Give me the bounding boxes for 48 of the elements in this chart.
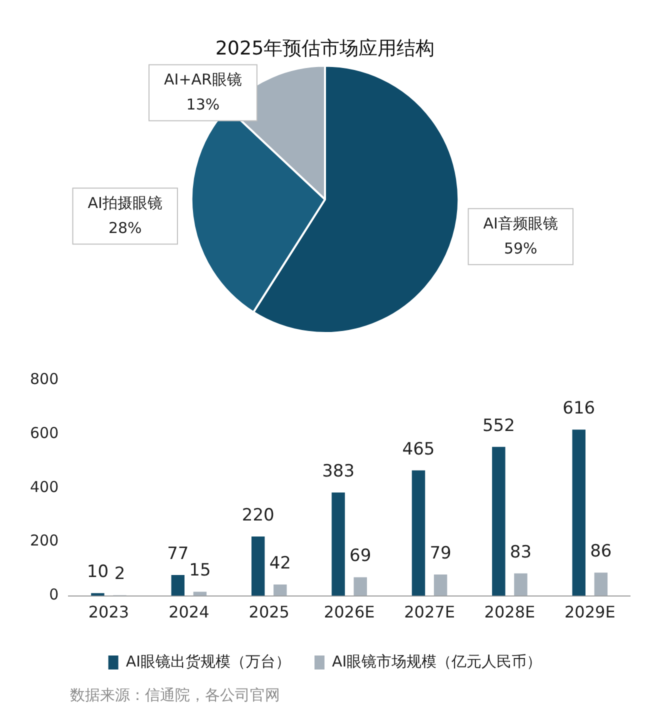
slice-label: AI音频眼镜 — [483, 214, 558, 233]
legend-label: AI眼镜市场规模（亿元人民币） — [332, 652, 542, 670]
bar — [434, 574, 448, 596]
data-label: 552 — [482, 416, 515, 436]
bar — [274, 584, 287, 596]
bar — [171, 575, 185, 596]
data-label: 13% — [186, 96, 220, 114]
x-tick-label: 2025 — [248, 602, 290, 622]
slice-label: AI+AR眼镜 — [164, 70, 242, 89]
bar — [354, 577, 367, 596]
data-label: 2 — [114, 564, 126, 584]
x-tick-label: 2028E — [484, 602, 536, 622]
chart-title: 2025年预估市场应用结构 — [215, 37, 435, 60]
data-label: 616 — [562, 398, 596, 419]
source-note: 数据来源：信通院，各公司官网 — [69, 685, 281, 705]
data-label: 465 — [402, 439, 435, 460]
x-tick-label: 2024 — [168, 602, 210, 622]
y-tick-label: 800 — [30, 370, 59, 388]
bar — [572, 430, 586, 596]
y-tick-label: 600 — [30, 424, 59, 442]
data-label: 79 — [430, 543, 452, 564]
data-label: 77 — [167, 544, 189, 564]
data-label: 28% — [108, 219, 142, 238]
data-label: 15 — [189, 560, 211, 581]
bar — [91, 593, 104, 596]
data-label: 83 — [510, 542, 532, 562]
bar — [594, 572, 608, 596]
y-tick-label: 400 — [30, 478, 59, 496]
bar — [514, 573, 528, 596]
y-tick-label: 0 — [49, 586, 59, 604]
data-label: 10 — [86, 562, 109, 582]
x-tick-label: 2023 — [88, 602, 130, 622]
data-label: 59% — [504, 240, 538, 258]
x-tick-label: 2029E — [564, 602, 616, 622]
legend-label: AI眼镜出货规模（万台） — [126, 652, 290, 670]
data-label: 42 — [269, 553, 291, 574]
slice-label: AI拍摄眼镜 — [88, 194, 162, 212]
bar — [251, 536, 265, 596]
bar — [492, 446, 506, 596]
bar — [412, 470, 426, 596]
y-tick-label: 200 — [30, 532, 59, 550]
x-tick-label: 2027E — [404, 602, 455, 622]
x-tick-label: 2026E — [324, 602, 375, 622]
bar — [332, 492, 345, 596]
data-label: 383 — [322, 461, 355, 482]
data-label: 220 — [242, 505, 274, 526]
data-label: 69 — [350, 546, 372, 566]
data-label: 86 — [590, 542, 612, 562]
